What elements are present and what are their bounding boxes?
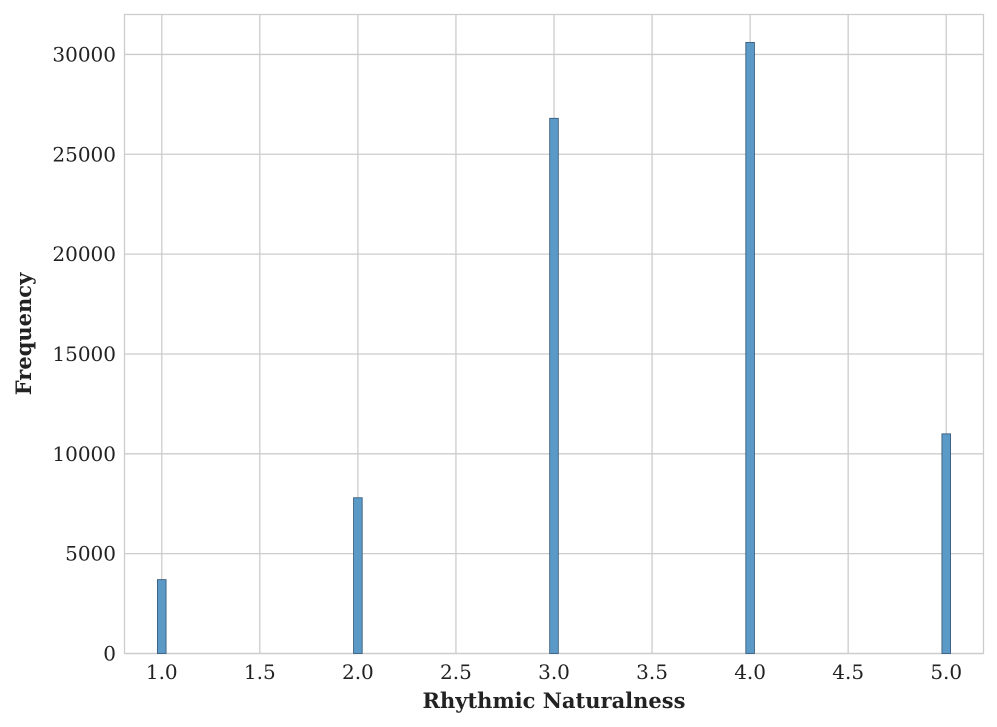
x-tick-label: 5.0 <box>930 660 962 684</box>
x-tick-label: 1.0 <box>146 660 178 684</box>
x-tick-label: 3.0 <box>538 660 570 684</box>
y-tick-label: 30000 <box>52 42 116 66</box>
x-tick-label: 2.5 <box>440 660 472 684</box>
x-tick-label: 4.5 <box>832 660 864 684</box>
bar-3.0 <box>549 117 559 654</box>
bars <box>156 42 952 654</box>
bar-1.0 <box>156 579 167 654</box>
y-tick-label: 25000 <box>52 142 116 166</box>
y-tick-label: 15000 <box>52 342 116 366</box>
bar-2.0 <box>353 497 363 654</box>
bar-5.0 <box>941 433 952 654</box>
y-tick-label: 0 <box>103 642 116 666</box>
x-tick-labels: 1.0 1.5 2.0 2.5 3.0 3.5 4.0 4.5 5.0 <box>146 660 962 684</box>
bar-4.0 <box>745 42 755 654</box>
x-tick-label: 3.5 <box>636 660 668 684</box>
x-axis-label: Rhythmic Naturalness <box>423 688 686 713</box>
y-tick-label: 10000 <box>52 442 116 466</box>
x-tick-label: 2.0 <box>342 660 374 684</box>
y-tick-label: 5000 <box>65 542 116 566</box>
y-axis-label: Frequency <box>11 272 36 395</box>
y-tick-label: 20000 <box>52 242 116 266</box>
y-tick-labels: 0 5000 10000 15000 20000 25000 30000 <box>52 42 116 665</box>
x-tick-label: 4.0 <box>734 660 766 684</box>
x-tick-label: 1.5 <box>244 660 276 684</box>
